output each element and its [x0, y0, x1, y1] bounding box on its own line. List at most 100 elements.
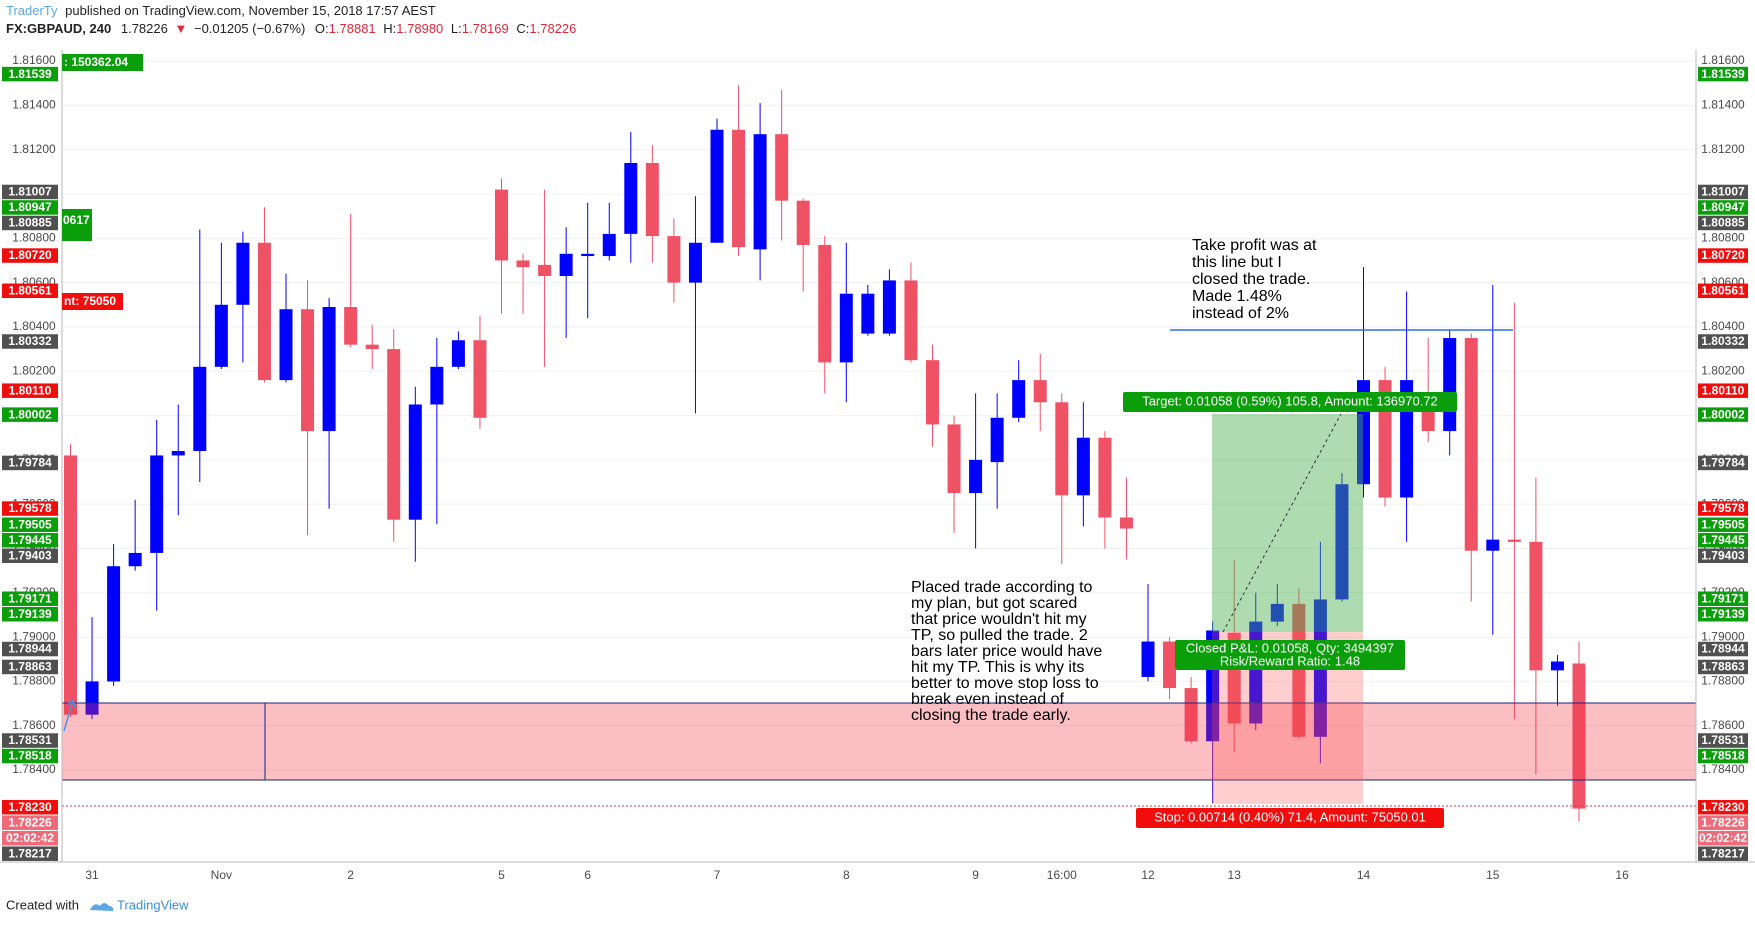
price-label-box: [1698, 748, 1748, 764]
price-label-box: [2, 455, 58, 471]
candle-body: [818, 244, 832, 363]
last-price: 1.78226: [121, 21, 168, 36]
candle-body: [301, 309, 315, 432]
price-label: 1.78230: [1701, 800, 1745, 814]
candle-body: [538, 264, 552, 276]
footer-logo: [90, 903, 114, 911]
symbol: FX:GBPAUD, 240: [6, 21, 111, 36]
price-label-box: [2, 830, 58, 846]
candle-body: [430, 366, 444, 405]
price-label-box: [2, 846, 58, 861]
position-labels: Target: 0.01058 (0.59%) 105.8, Amount: 1…: [1123, 392, 1457, 828]
price-label-box: [2, 200, 58, 215]
price-label-box: [1698, 248, 1748, 263]
y-tick-label: 1.80800: [1701, 230, 1745, 244]
price-label: 1.80110: [9, 383, 52, 397]
candle-body: [473, 340, 487, 418]
candle-body: [1421, 406, 1435, 432]
candle-body: [904, 280, 918, 361]
closed-box: [1175, 640, 1405, 670]
candle-body: [85, 681, 99, 715]
price-label: 1.78944: [8, 642, 52, 656]
ohlc-key: O:: [315, 21, 329, 36]
candle-body: [602, 233, 616, 257]
x-tick-label: 5: [498, 868, 505, 882]
price-label: 1.81007: [8, 185, 52, 199]
y-tick-label: 1.81200: [12, 142, 56, 156]
note-line: this line but I: [1192, 254, 1282, 271]
candle-body: [969, 459, 983, 494]
price-label-box: [1698, 215, 1748, 231]
price-label: 1.79505: [8, 517, 52, 531]
note-line: hit my TP. This is why its: [911, 659, 1084, 676]
price-label: 1.79445: [8, 533, 52, 547]
x-tick-label: 2: [347, 868, 354, 882]
candle-body: [581, 253, 595, 257]
left-tag: : 150362.04: [64, 55, 128, 69]
price-label: 1.79445: [1701, 533, 1745, 547]
price-label: 1.78217: [8, 846, 52, 860]
y-tick-label: 1.80800: [12, 230, 56, 244]
price-label: 1.79505: [1701, 517, 1745, 531]
footer-created: Created with: [6, 897, 79, 912]
x-tick-label: 13: [1228, 868, 1242, 882]
note-line: Made 1.48%: [1192, 288, 1282, 305]
price-label-box: [1698, 733, 1748, 748]
candle-body: [1098, 437, 1112, 518]
price-label: 1.81539: [1701, 67, 1745, 81]
ohlc-key: L:: [451, 21, 462, 36]
price-label: 1.79171: [8, 591, 52, 605]
price-label-box: [2, 591, 58, 606]
price-label-box: [1698, 846, 1748, 861]
entry-arrow: [63, 698, 76, 732]
candle-body: [1270, 603, 1284, 622]
candle-body: [1507, 539, 1521, 542]
y-tick-label: 1.78400: [1701, 762, 1745, 776]
candle-body: [732, 129, 746, 248]
candle-body: [710, 129, 724, 243]
target-zone: [1212, 414, 1363, 632]
price-label-box: [1698, 799, 1748, 815]
y-tick-label: 1.78600: [1701, 718, 1745, 732]
x-tick-label: 7: [714, 868, 721, 882]
price-label-box: [1698, 184, 1748, 200]
price-label-box: [1698, 334, 1748, 349]
candle-body: [387, 349, 401, 520]
ohlc-key: H:: [383, 21, 396, 36]
price-label: 1.80885: [1701, 216, 1745, 230]
price-label: 1.81539: [8, 67, 52, 81]
x-tick-label: Nov: [211, 868, 232, 882]
y-tick-label: 1.81600: [1701, 53, 1745, 67]
candle-body: [171, 451, 185, 456]
candles: [64, 85, 1586, 822]
candle-body: [150, 455, 164, 553]
price-label-box: [1698, 501, 1748, 516]
header-line-1: TraderTy published on TradingView.com, N…: [6, 3, 436, 18]
left-tag-box: [62, 209, 92, 241]
price-label-box: [2, 517, 58, 532]
price-label-box: [2, 383, 58, 398]
ohlc-key: C:: [516, 21, 529, 36]
candle-body: [322, 307, 336, 432]
candle-body: [839, 293, 853, 363]
left-tag-box: [62, 54, 143, 71]
header-line-2: FX:GBPAUD, 240 1.78226 ▼ −0.01205 (−0.67…: [6, 21, 576, 36]
price-label: 1.78531: [8, 733, 52, 747]
note-line: my plan, but got scared: [911, 595, 1077, 612]
price-label-box: [1698, 283, 1748, 299]
price-label-box: [2, 641, 58, 657]
price-label-box: [2, 532, 58, 548]
note-line: closed the trade.: [1192, 271, 1310, 288]
note-line: closing the trade early.: [911, 707, 1071, 724]
y-tick-label: 1.79000: [12, 629, 56, 643]
candle-body: [451, 340, 465, 367]
support-zone: [61, 702, 1697, 781]
trade-path: [1222, 413, 1342, 633]
note-line: break even instead of: [911, 691, 1065, 708]
price-label-box: [2, 248, 58, 263]
ratio-label: Risk/Reward Ratio: 1.48: [1220, 653, 1360, 668]
candle-body: [1443, 338, 1457, 432]
